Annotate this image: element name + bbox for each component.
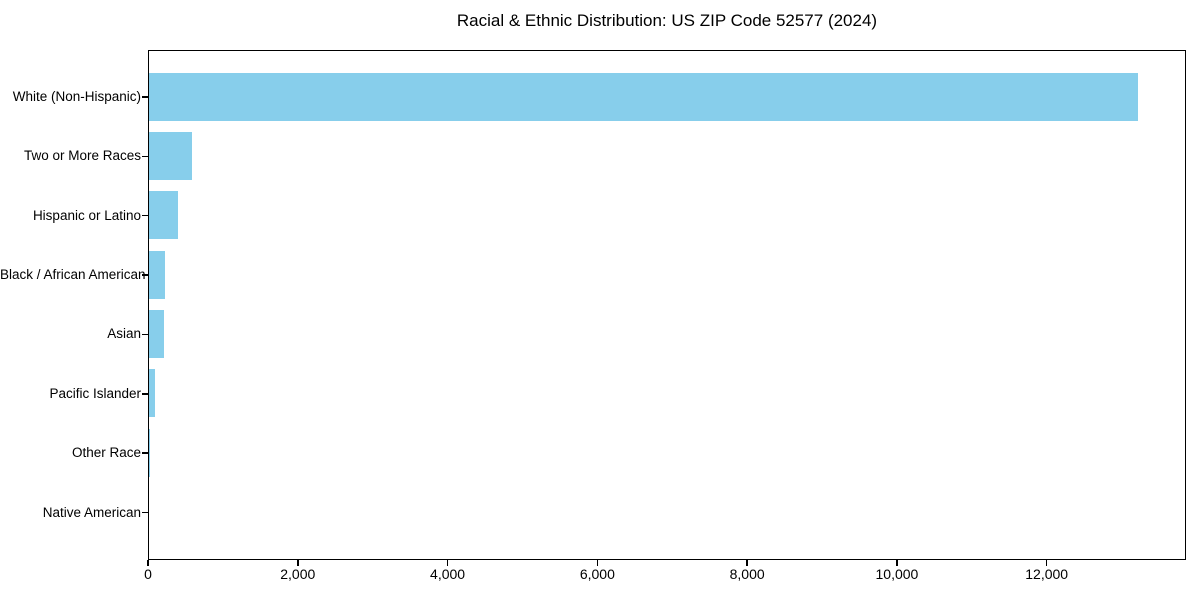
- x-tick-label-6-000: 6,000: [579, 566, 615, 582]
- plot-area: [148, 50, 1186, 560]
- y-tick-label-other-race: Other Race: [71, 445, 141, 461]
- x-tick-label-4-000: 4,000: [430, 566, 466, 582]
- bar-hispanic-or-latino: [149, 191, 179, 240]
- y-tick-mark: [142, 214, 148, 217]
- y-tick-label-asian: Asian: [107, 326, 141, 342]
- y-tick-mark: [142, 274, 148, 276]
- x-tick-mark: [1045, 560, 1048, 566]
- x-tick-mark: [596, 560, 599, 566]
- x-tick-label-0: 0: [144, 566, 152, 582]
- bar-black-african-american: [149, 250, 166, 299]
- x-tick-label-12-000: 12,000: [1025, 566, 1069, 582]
- x-tick-label-2-000: 2,000: [280, 566, 316, 582]
- x-tick-mark: [746, 560, 748, 566]
- y-tick-mark: [142, 511, 148, 514]
- x-tick-label-10-000: 10,000: [875, 566, 919, 582]
- x-tick-mark: [297, 560, 299, 566]
- y-tick-mark: [142, 96, 148, 98]
- bar-two-or-more-races: [149, 131, 192, 180]
- y-tick-mark: [142, 452, 148, 454]
- y-tick-label-pacific-islander: Pacific Islander: [49, 385, 141, 401]
- y-tick-label-black-african-american: Black / African American: [0, 267, 146, 283]
- y-tick-label-white-non-hispanic: White (Non-Hispanic): [12, 89, 141, 104]
- chart-title: Racial & Ethnic Distribution: US ZIP Cod…: [456, 11, 878, 30]
- y-tick-mark: [142, 155, 148, 158]
- y-tick-mark: [142, 333, 148, 336]
- x-tick-mark: [896, 560, 898, 566]
- y-tick-label-hispanic-or-latino: Hispanic or Latino: [32, 207, 141, 223]
- x-tick-mark: [147, 560, 149, 566]
- x-tick-mark: [446, 560, 449, 566]
- y-tick-label-native-american: Native American: [42, 504, 141, 520]
- bar-pacific-islander: [149, 369, 155, 418]
- y-tick-label-two-or-more-races: Two or More Races: [23, 148, 141, 164]
- bar-other-race: [149, 428, 150, 477]
- x-tick-label-8-000: 8,000: [729, 566, 765, 582]
- y-tick-mark: [142, 393, 148, 395]
- bar-white-non-hispanic: [149, 72, 1138, 121]
- bar-asian: [149, 309, 164, 358]
